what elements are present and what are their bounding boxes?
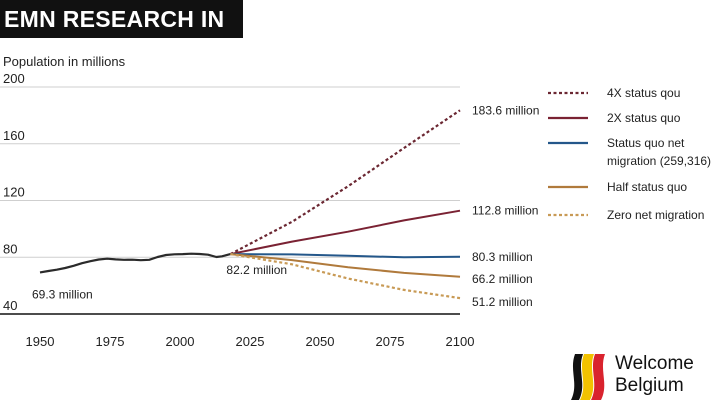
- x-tick-label: 2000: [166, 334, 195, 349]
- legend-label: migration (259,316): [607, 154, 711, 168]
- series-line-2: [230, 209, 461, 256]
- annotation-label: 183.6 million: [472, 103, 539, 117]
- annotation-label: 82.2 million: [226, 263, 287, 277]
- annotation-label: 80.3 million: [472, 250, 533, 264]
- legend-label: 2X status quo: [607, 111, 681, 125]
- y-tick-label: 200: [3, 71, 25, 86]
- welcome-belgium-logo: Welcome Belgium: [565, 350, 717, 402]
- y-tick-labels: 40 80 120 160 200: [3, 71, 25, 313]
- legend-label: Zero net migration: [607, 208, 704, 222]
- y-tick-label: 80: [3, 241, 17, 256]
- x-tick-label: 2025: [236, 334, 265, 349]
- x-tick-label: 2100: [446, 334, 475, 349]
- logo-line1: Welcome: [615, 353, 694, 374]
- annotation-label: 69.3 million: [32, 287, 93, 301]
- x-tick-labels: 1950 1975 2000 2025 2050 2075 2100: [26, 334, 475, 349]
- legend-label: Half status quo: [607, 180, 687, 194]
- series-line-1: [229, 109, 461, 256]
- x-tick-label: 2050: [306, 334, 335, 349]
- legend: 4X status qou 2X status quo Status quo net…: [548, 86, 711, 222]
- belgian-flag-icon: [571, 354, 605, 400]
- series-line-3: [230, 253, 461, 259]
- x-tick-label: 1975: [96, 334, 125, 349]
- y-tick-label: 120: [3, 185, 25, 200]
- banner-title: EMN RESEARCH IN 2025: [0, 0, 243, 70]
- x-tick-label: 2075: [376, 334, 405, 349]
- y-tick-label: 160: [3, 128, 25, 143]
- data-annotations: 69.3 million 82.2 million 183.6 million 112…: [32, 103, 539, 309]
- series-line-historical: [39, 252, 231, 274]
- series-lines: [39, 109, 461, 300]
- y-tick-label: 40: [3, 298, 17, 313]
- annotation-label: 112.8 million: [472, 204, 538, 218]
- annotation-label: 66.2 million: [472, 272, 533, 286]
- x-tick-label: 1950: [26, 334, 55, 349]
- gridlines: [0, 86, 460, 315]
- annotation-label: 51.2 million: [472, 295, 533, 309]
- series-line-4: [230, 253, 461, 278]
- logo-line2: Belgium: [615, 375, 684, 396]
- y-axis-label: Population in millions: [3, 54, 126, 69]
- legend-label: 4X status qou: [607, 86, 680, 100]
- legend-label: Status quo net: [607, 136, 685, 150]
